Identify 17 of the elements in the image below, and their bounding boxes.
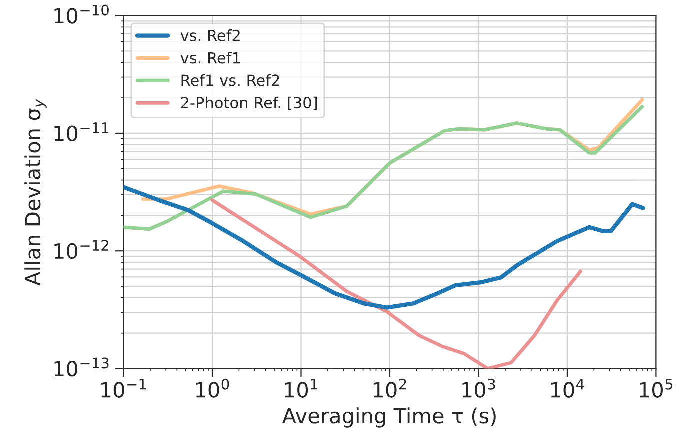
y-tick-label: 10$^{−13}$ (54, 358, 109, 377)
x-tick-label: 10$^{5}$ (640, 379, 673, 398)
x-tick-label: 10$^{3}$ (462, 378, 496, 398)
y-tick-label: 10$^{−11}$ (54, 122, 109, 142)
x-tick-label: 10$^{0}$ (196, 378, 230, 398)
x-tick-label: 10$^{1}$ (285, 379, 318, 398)
legend-label: 2-Photon Ref. [30] (181, 96, 317, 110)
y-tick-label: 10$^{−12}$ (54, 240, 108, 260)
x-tick-label: 10$^{2}$ (374, 378, 406, 398)
legend-label: vs. Ref2 (180, 30, 240, 42)
x-tick-label: 10$^{−1}$ (102, 379, 146, 398)
x-axis-title: Averaging Time τ (s) (282, 408, 496, 428)
x-tick-label: 10$^{4}$ (551, 379, 584, 398)
legend-label: Ref1 vs. Ref2 (182, 74, 280, 86)
y-tick-label: 10$^{−10}$ (54, 4, 109, 24)
legend-label: vs. Ref1 (180, 52, 240, 64)
y-axis-title: Allan Deviation σ$_{y}$ (24, 99, 47, 286)
